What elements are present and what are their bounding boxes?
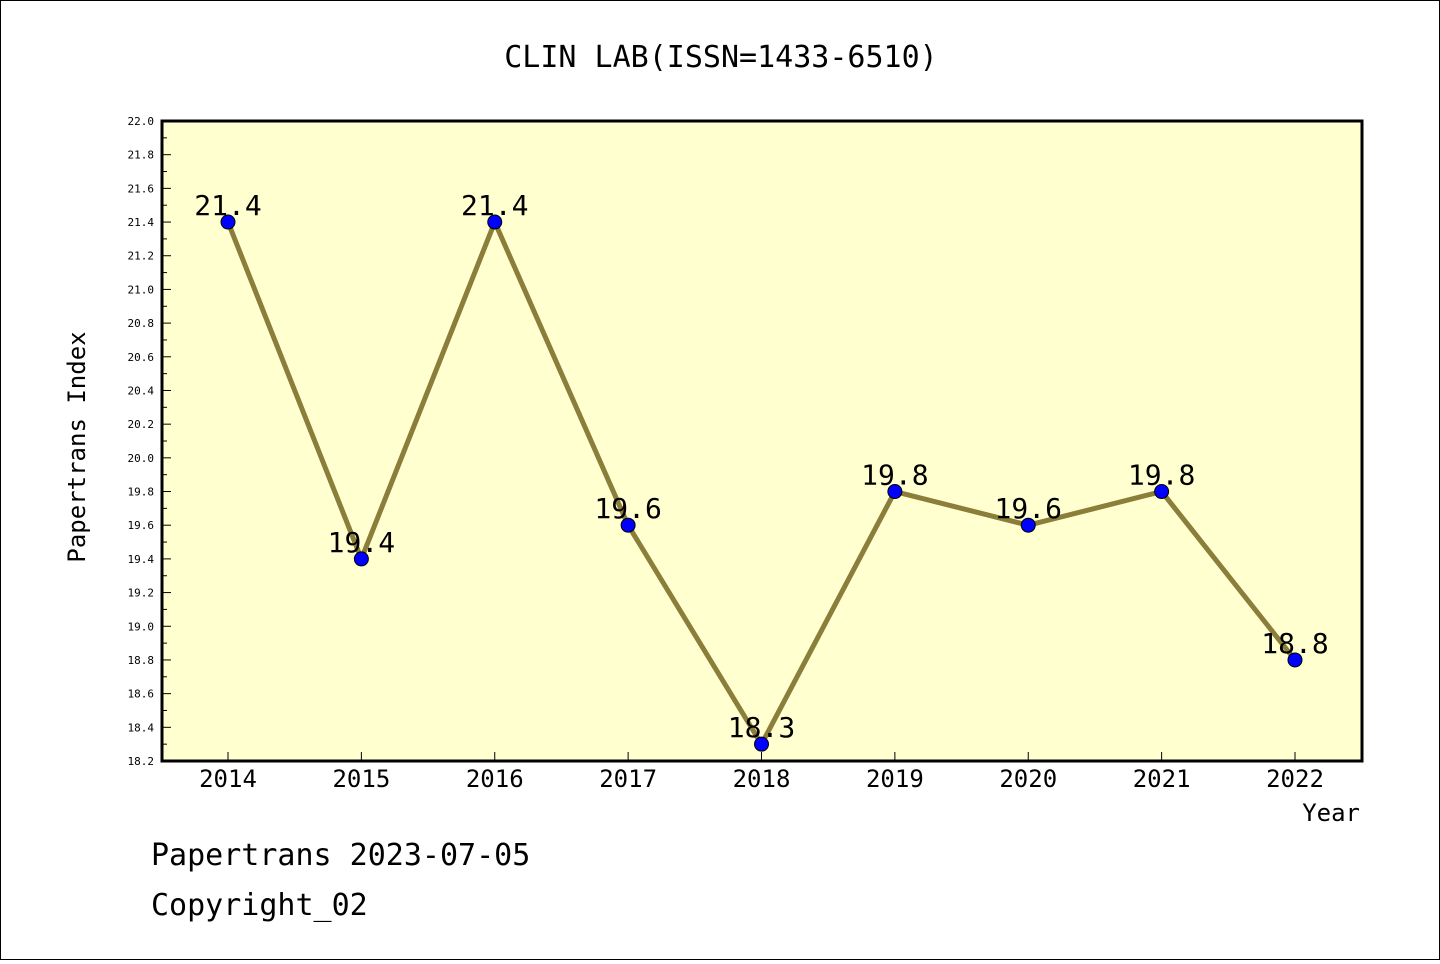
data-label: 21.4: [461, 189, 528, 222]
y-tick-label: 19.8: [128, 486, 155, 499]
data-point: [887, 484, 903, 500]
data-point: [487, 214, 503, 230]
chart-title: CLIN LAB(ISSN=1433-6510): [504, 40, 937, 75]
footer-copyright: Copyright_02: [151, 888, 368, 923]
y-tick-label: 18.6: [128, 688, 155, 701]
x-tick-label: 2014: [199, 765, 257, 793]
data-point: [1020, 517, 1036, 533]
data-label: 18.8: [1261, 627, 1328, 660]
data-labels: 21.4 19.4 21.4 19.6 18.3 19.8 19.6 19.8 18.8: [194, 189, 1328, 744]
y-tick-label: 20.8: [128, 317, 155, 330]
y-axis: 18.2 18.4 18.6 18.8 19.0 19.2 19.4 19.6 19.8 20.0…: [128, 115, 171, 768]
data-label: 19.6: [594, 492, 661, 525]
y-tick-label: 19.2: [128, 587, 155, 600]
plot-area: [160, 119, 1364, 763]
y-tick-label: 19.6: [128, 519, 155, 532]
y-tick-label: 19.0: [128, 620, 155, 633]
x-tick-label: 2019: [866, 765, 924, 793]
data-point: [620, 517, 636, 533]
x-tick-label: 2016: [466, 765, 524, 793]
x-tick-label: 2020: [999, 765, 1057, 793]
x-tick-label: 2017: [599, 765, 657, 793]
data-label: 19.4: [328, 526, 395, 559]
y-tick-label: 21.4: [128, 216, 155, 229]
x-tick-label: 2018: [733, 765, 791, 793]
y-tick-label: 20.6: [128, 351, 155, 364]
data-label: 19.8: [1128, 459, 1195, 492]
x-tick-label: 2021: [1133, 765, 1191, 793]
y-tick-label: 18.4: [128, 721, 155, 734]
y-tick-label: 22.0: [128, 115, 155, 128]
y-tick-label: 20.2: [128, 418, 155, 431]
y-tick-label: 21.2: [128, 250, 155, 263]
data-label: 19.8: [861, 459, 928, 492]
y-tick-label: 19.4: [128, 553, 155, 566]
data-point: [353, 551, 369, 567]
x-tick-label: 2015: [332, 765, 390, 793]
data-label: 19.6: [995, 492, 1062, 525]
series-line: [220, 214, 1303, 752]
y-tick-label: 21.6: [128, 182, 155, 195]
data-point: [220, 214, 236, 230]
data-label: 18.3: [728, 711, 795, 744]
x-axis: 2014 2015 2016 2017 2018 2019 2020 2021 2022: [199, 752, 1324, 793]
data-point: [754, 736, 769, 752]
y-tick-label: 21.8: [128, 149, 155, 162]
y-tick-label: 18.2: [128, 755, 155, 768]
x-axis-label: Year: [1302, 799, 1360, 827]
y-axis-label: Papertrans Index: [63, 331, 91, 562]
data-label: 21.4: [194, 189, 261, 222]
y-tick-label: 18.8: [128, 654, 155, 667]
data-point: [1287, 652, 1303, 668]
y-tick-label: 20.0: [128, 452, 155, 465]
x-tick-label: 2022: [1266, 765, 1324, 793]
footer-date: Papertrans 2023-07-05: [151, 838, 530, 873]
y-tick-label: 20.4: [128, 384, 155, 397]
data-point: [1154, 484, 1170, 500]
y-tick-label: 21.0: [128, 283, 155, 296]
